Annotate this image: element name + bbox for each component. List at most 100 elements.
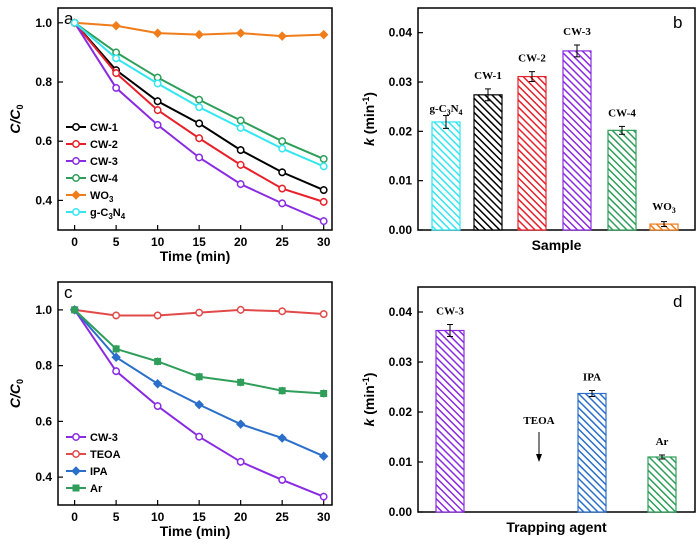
data-point: [154, 357, 162, 365]
y-tick-label: 0.00: [389, 223, 413, 237]
data-point: [319, 492, 328, 501]
bar-label-g-C3N4: g-C3​N4​: [429, 103, 462, 117]
data-point: [278, 184, 287, 193]
data-point: [112, 367, 121, 376]
data-point: [318, 29, 329, 40]
legend-label: WO3​: [90, 190, 114, 204]
data-point: [112, 69, 121, 78]
arrow-head: [536, 454, 542, 462]
y-tick-label: 0.4: [35, 193, 52, 207]
y-tick-label: 0.04: [389, 26, 413, 40]
data-point: [236, 180, 245, 189]
x-tick-label: 15: [192, 235, 206, 249]
legend-label: CW-3: [90, 432, 118, 444]
legend-marker: [72, 450, 80, 458]
panel-c-line-chart: 0 5 10 15 20 25 30 0.4 0.6 0.8 1.0 Time (min) C/C0 c C…: [7, 281, 333, 539]
data-point: [236, 457, 245, 466]
legend-marker: [71, 466, 81, 476]
y-tick-label: 0.01: [389, 455, 413, 469]
x-tick-label: 20: [234, 510, 248, 524]
x-axis-title: Sample: [532, 237, 582, 253]
data-point: [277, 433, 287, 443]
data-point: [194, 399, 204, 410]
legend-label: CW-3: [90, 156, 118, 168]
data-point: [152, 28, 163, 38]
x-axis-title: Trapping agent: [506, 519, 607, 535]
data-point: [277, 31, 287, 41]
y-axis-title: C/C0: [7, 379, 25, 408]
x-tick-label: 5: [113, 235, 120, 249]
x-tick-label: 25: [276, 510, 290, 524]
y-tick-label: 0.03: [389, 75, 413, 89]
bar-label-WO3: WO3​: [652, 201, 676, 215]
panel-letter: b: [673, 13, 682, 32]
data-point: [195, 134, 204, 143]
data-point: [236, 123, 245, 132]
data-point: [235, 419, 246, 429]
y-axis-title: k (min-1): [361, 373, 377, 427]
data-point: [319, 155, 328, 163]
y-tick-label: 0.04: [389, 305, 413, 319]
x-tick-label: 15: [192, 510, 206, 524]
data-point: [236, 116, 245, 125]
bar-CW-3: [435, 329, 465, 513]
panel-letter: c: [64, 283, 73, 302]
bar-label-IPA: IPA: [583, 372, 601, 384]
legend-label: TEOA: [90, 449, 121, 461]
plot-frame: [57, 7, 333, 231]
legend-marker: [72, 433, 80, 441]
y-tick-label: 0.8: [35, 359, 52, 373]
data-point: [195, 95, 204, 104]
legend-marker: [72, 157, 80, 165]
x-tick-label: 0: [71, 510, 78, 524]
x-axis-title: Time (min): [160, 248, 231, 264]
data-point: [278, 137, 287, 146]
data-point: [111, 352, 121, 362]
data-point: [319, 197, 328, 206]
legend-label: CW-1: [90, 122, 118, 134]
bar-label-CW-4: CW-4: [608, 107, 636, 119]
bar-CW-3: [562, 50, 592, 231]
data-point: [153, 402, 162, 410]
y-axis-title: k (min-1): [361, 92, 377, 146]
bar-CW-1: [473, 94, 503, 231]
data-point: [237, 378, 245, 386]
data-point: [319, 217, 328, 226]
data-point: [319, 186, 328, 194]
y-tick-label: 0.02: [389, 124, 413, 138]
legend-marker: [72, 208, 80, 216]
x-tick-label: 0: [71, 235, 78, 249]
x-tick-label: 30: [317, 235, 331, 249]
data-point: [278, 307, 287, 316]
panel-letter: a: [64, 9, 74, 28]
data-point: [319, 162, 328, 171]
legend-label: Ar: [90, 483, 103, 495]
bar-label-CW-1: CW-1: [474, 70, 502, 82]
y-tick-label: 0.00: [389, 505, 413, 519]
data-point: [236, 305, 245, 314]
bar-label-TEOA: TEOA: [523, 415, 554, 427]
bar-label-CW-3: CW-3: [563, 26, 591, 38]
x-tick-label: 10: [151, 510, 165, 524]
panel-d-bar-chart: 0.00 0.01 0.02 0.03 0.04 Trapping agent k (min…: [361, 286, 696, 535]
data-point: [112, 311, 121, 320]
y-tick-label: 0.8: [35, 75, 52, 89]
x-tick-label: 5: [113, 510, 120, 524]
panel-letter: d: [673, 292, 682, 311]
x-tick-label: 20: [234, 235, 248, 249]
data-point: [278, 475, 287, 484]
data-point: [195, 373, 203, 381]
legend-marker: [72, 484, 80, 492]
bar-CW-2: [517, 75, 547, 231]
x-tick-label: 25: [276, 235, 290, 249]
legend-marker: [72, 174, 80, 182]
bar-CW-4: [607, 129, 637, 231]
y-tick-label: 0.4: [35, 470, 52, 484]
data-point: [112, 345, 120, 353]
y-tick-label: 1.0: [35, 303, 52, 317]
x-axis-title: Time (min): [160, 523, 231, 539]
plot-frame: [417, 286, 696, 513]
data-point: [195, 432, 204, 441]
data-point: [194, 29, 204, 40]
